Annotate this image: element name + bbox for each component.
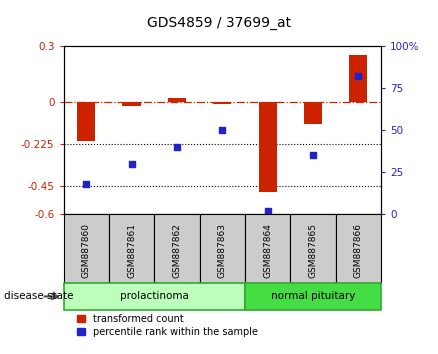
- Point: [173, 144, 180, 150]
- Point: [128, 161, 135, 167]
- Text: normal pituitary: normal pituitary: [271, 291, 355, 302]
- Point: [83, 181, 90, 187]
- Bar: [123, 102, 141, 106]
- Bar: [109, 214, 154, 283]
- Text: GSM887866: GSM887866: [354, 223, 363, 278]
- Text: disease state: disease state: [4, 291, 74, 302]
- Point: [219, 127, 226, 133]
- Text: prolactinoma: prolactinoma: [120, 291, 189, 302]
- Bar: [154, 214, 200, 283]
- Text: GSM887861: GSM887861: [127, 223, 136, 278]
- Legend: transformed count, percentile rank within the sample: transformed count, percentile rank withi…: [77, 314, 258, 337]
- Bar: [64, 214, 109, 283]
- Bar: [200, 214, 245, 283]
- Bar: [64, 283, 245, 310]
- Bar: [304, 102, 322, 125]
- Text: GSM887865: GSM887865: [308, 223, 318, 278]
- Point: [310, 153, 317, 158]
- Bar: [77, 102, 95, 141]
- Point: [355, 73, 362, 79]
- Text: GSM887862: GSM887862: [173, 223, 181, 278]
- Text: GSM887860: GSM887860: [82, 223, 91, 278]
- Bar: [350, 55, 367, 102]
- Bar: [258, 102, 277, 192]
- Bar: [168, 98, 186, 102]
- Bar: [290, 214, 336, 283]
- Text: GSM887863: GSM887863: [218, 223, 227, 278]
- Text: GDS4859 / 37699_at: GDS4859 / 37699_at: [147, 16, 291, 30]
- Bar: [245, 283, 381, 310]
- Bar: [245, 214, 290, 283]
- Bar: [336, 214, 381, 283]
- Point: [264, 208, 271, 213]
- Text: GSM887864: GSM887864: [263, 223, 272, 278]
- Bar: [213, 102, 231, 104]
